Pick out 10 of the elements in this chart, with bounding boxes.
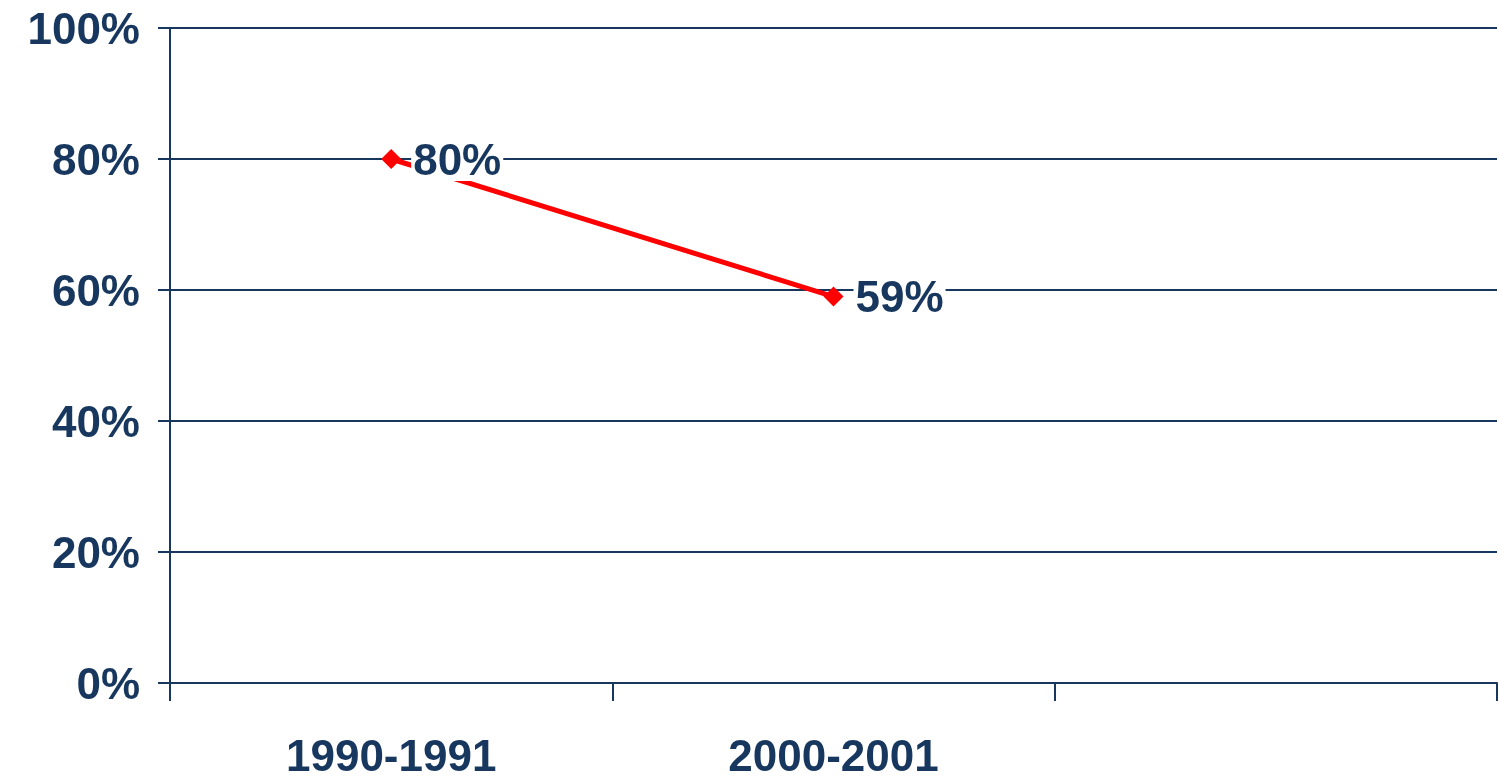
y-tick-label: 20% (51, 527, 140, 577)
y-tick-label: 0% (76, 658, 140, 708)
y-tick-label: 100% (27, 3, 140, 53)
y-tick-label: 60% (51, 265, 140, 315)
x-tick-label: 2000-2001 (728, 730, 939, 780)
y-tick-label: 40% (51, 396, 140, 446)
text: 80% (413, 134, 502, 184)
x-tick-label: 1990-1991 (285, 730, 497, 780)
y-tick-label: 80% (51, 134, 140, 184)
text: 59% (855, 272, 944, 322)
